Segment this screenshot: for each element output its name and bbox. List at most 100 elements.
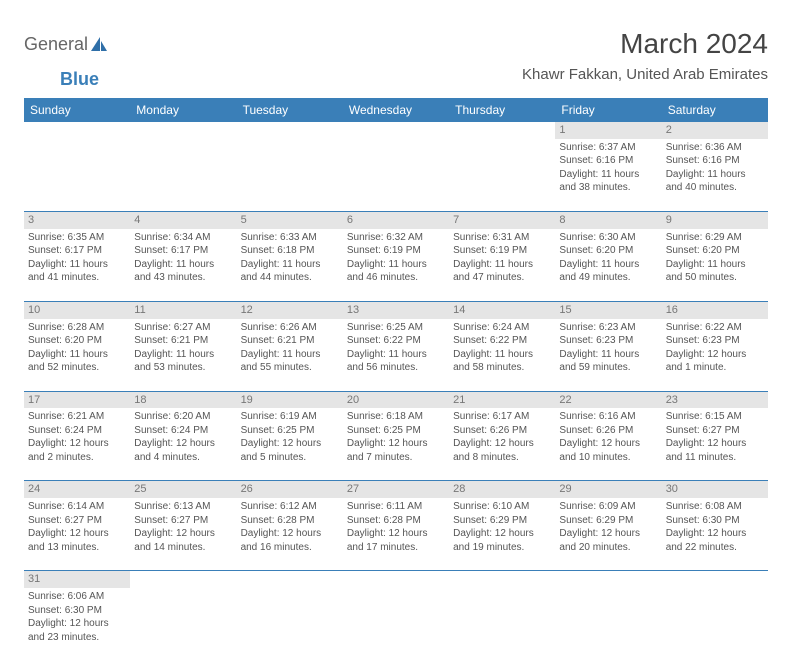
daylight-text: Daylight: 11 hours and 55 minutes. <box>241 348 339 375</box>
day-number: 5 <box>237 211 343 228</box>
sunset-text: Sunset: 6:19 PM <box>453 244 551 258</box>
page-title: March 2024 <box>522 28 768 60</box>
daylight-text: Daylight: 11 hours and 46 minutes. <box>347 258 445 285</box>
daylight-text: Daylight: 12 hours and 8 minutes. <box>453 437 551 464</box>
daylight-text: Daylight: 12 hours and 4 minutes. <box>134 437 232 464</box>
day-number-row: 24252627282930 <box>24 481 768 498</box>
day-cell <box>555 588 661 660</box>
sail-icon <box>90 37 108 53</box>
sunset-text: Sunset: 6:30 PM <box>666 514 764 528</box>
sunset-text: Sunset: 6:23 PM <box>559 334 657 348</box>
daylight-text: Daylight: 12 hours and 13 minutes. <box>28 527 126 554</box>
day-number: 6 <box>343 211 449 228</box>
sunset-text: Sunset: 6:18 PM <box>241 244 339 258</box>
day-cell: Sunrise: 6:34 AMSunset: 6:17 PMDaylight:… <box>130 229 236 302</box>
sunrise-text: Sunrise: 6:33 AM <box>241 231 339 245</box>
day-content-row: Sunrise: 6:06 AMSunset: 6:30 PMDaylight:… <box>24 588 768 660</box>
sunset-text: Sunset: 6:20 PM <box>28 334 126 348</box>
daylight-text: Daylight: 12 hours and 17 minutes. <box>347 527 445 554</box>
day-number: 3 <box>24 211 130 228</box>
daylight-text: Daylight: 11 hours and 43 minutes. <box>134 258 232 285</box>
day-cell: Sunrise: 6:27 AMSunset: 6:21 PMDaylight:… <box>130 319 236 392</box>
day-number <box>130 571 236 588</box>
sunrise-text: Sunrise: 6:11 AM <box>347 500 445 514</box>
day-cell: Sunrise: 6:36 AMSunset: 6:16 PMDaylight:… <box>662 139 768 212</box>
weekday-header: Sunday <box>24 98 130 122</box>
day-cell: Sunrise: 6:28 AMSunset: 6:20 PMDaylight:… <box>24 319 130 392</box>
day-cell: Sunrise: 6:16 AMSunset: 6:26 PMDaylight:… <box>555 408 661 481</box>
day-number: 15 <box>555 301 661 318</box>
day-cell: Sunrise: 6:23 AMSunset: 6:23 PMDaylight:… <box>555 319 661 392</box>
day-cell <box>343 588 449 660</box>
day-number: 20 <box>343 391 449 408</box>
sunset-text: Sunset: 6:23 PM <box>666 334 764 348</box>
day-cell: Sunrise: 6:12 AMSunset: 6:28 PMDaylight:… <box>237 498 343 571</box>
day-cell: Sunrise: 6:24 AMSunset: 6:22 PMDaylight:… <box>449 319 555 392</box>
sunrise-text: Sunrise: 6:34 AM <box>134 231 232 245</box>
day-number: 2 <box>662 122 768 139</box>
sunset-text: Sunset: 6:21 PM <box>134 334 232 348</box>
day-number: 19 <box>237 391 343 408</box>
day-cell <box>130 139 236 212</box>
day-number <box>343 571 449 588</box>
sunrise-text: Sunrise: 6:30 AM <box>559 231 657 245</box>
weekday-header: Saturday <box>662 98 768 122</box>
day-cell <box>662 588 768 660</box>
sunset-text: Sunset: 6:25 PM <box>241 424 339 438</box>
calendar-body: 12Sunrise: 6:37 AMSunset: 6:16 PMDayligh… <box>24 122 768 660</box>
daylight-text: Daylight: 12 hours and 23 minutes. <box>28 617 126 644</box>
day-number <box>662 571 768 588</box>
day-number: 28 <box>449 481 555 498</box>
weekday-header: Tuesday <box>237 98 343 122</box>
day-number-row: 17181920212223 <box>24 391 768 408</box>
sunset-text: Sunset: 6:19 PM <box>347 244 445 258</box>
weekday-header-row: Sunday Monday Tuesday Wednesday Thursday… <box>24 98 768 122</box>
sunset-text: Sunset: 6:26 PM <box>453 424 551 438</box>
sunrise-text: Sunrise: 6:16 AM <box>559 410 657 424</box>
day-number-row: 3456789 <box>24 211 768 228</box>
day-cell <box>449 139 555 212</box>
sunset-text: Sunset: 6:17 PM <box>28 244 126 258</box>
day-number <box>449 122 555 139</box>
day-number: 11 <box>130 301 236 318</box>
day-number: 31 <box>24 571 130 588</box>
day-cell: Sunrise: 6:11 AMSunset: 6:28 PMDaylight:… <box>343 498 449 571</box>
daylight-text: Daylight: 12 hours and 10 minutes. <box>559 437 657 464</box>
day-cell: Sunrise: 6:17 AMSunset: 6:26 PMDaylight:… <box>449 408 555 481</box>
day-content-row: Sunrise: 6:21 AMSunset: 6:24 PMDaylight:… <box>24 408 768 481</box>
day-number: 27 <box>343 481 449 498</box>
day-number: 16 <box>662 301 768 318</box>
day-number: 30 <box>662 481 768 498</box>
day-cell: Sunrise: 6:06 AMSunset: 6:30 PMDaylight:… <box>24 588 130 660</box>
sunset-text: Sunset: 6:29 PM <box>453 514 551 528</box>
sunrise-text: Sunrise: 6:14 AM <box>28 500 126 514</box>
day-number: 24 <box>24 481 130 498</box>
sunset-text: Sunset: 6:27 PM <box>134 514 232 528</box>
sunrise-text: Sunrise: 6:31 AM <box>453 231 551 245</box>
daylight-text: Daylight: 12 hours and 14 minutes. <box>134 527 232 554</box>
daylight-text: Daylight: 11 hours and 56 minutes. <box>347 348 445 375</box>
daylight-text: Daylight: 11 hours and 44 minutes. <box>241 258 339 285</box>
day-cell: Sunrise: 6:19 AMSunset: 6:25 PMDaylight:… <box>237 408 343 481</box>
sunrise-text: Sunrise: 6:37 AM <box>559 141 657 155</box>
day-number <box>237 122 343 139</box>
day-number: 21 <box>449 391 555 408</box>
sunset-text: Sunset: 6:20 PM <box>559 244 657 258</box>
day-content-row: Sunrise: 6:14 AMSunset: 6:27 PMDaylight:… <box>24 498 768 571</box>
day-number <box>555 571 661 588</box>
day-cell: Sunrise: 6:35 AMSunset: 6:17 PMDaylight:… <box>24 229 130 302</box>
sunset-text: Sunset: 6:24 PM <box>134 424 232 438</box>
daylight-text: Daylight: 12 hours and 5 minutes. <box>241 437 339 464</box>
sunrise-text: Sunrise: 6:18 AM <box>347 410 445 424</box>
day-number-row: 31 <box>24 571 768 588</box>
sunrise-text: Sunrise: 6:27 AM <box>134 321 232 335</box>
day-number: 10 <box>24 301 130 318</box>
sunset-text: Sunset: 6:25 PM <box>347 424 445 438</box>
day-cell: Sunrise: 6:14 AMSunset: 6:27 PMDaylight:… <box>24 498 130 571</box>
sunset-text: Sunset: 6:29 PM <box>559 514 657 528</box>
day-number: 1 <box>555 122 661 139</box>
page-subtitle: Khawr Fakkan, United Arab Emirates <box>522 66 768 83</box>
daylight-text: Daylight: 12 hours and 7 minutes. <box>347 437 445 464</box>
day-cell: Sunrise: 6:08 AMSunset: 6:30 PMDaylight:… <box>662 498 768 571</box>
logo: General <box>24 34 108 55</box>
